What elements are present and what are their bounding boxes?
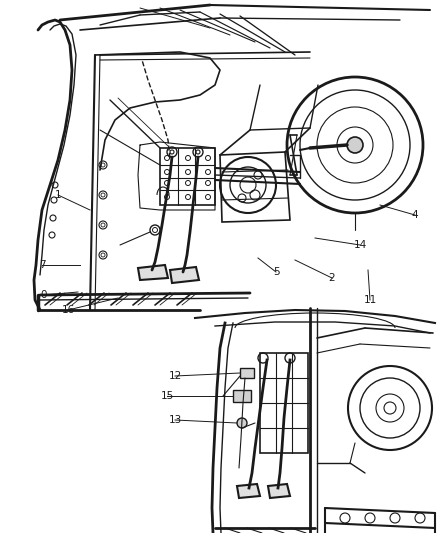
Text: 2: 2 (328, 273, 336, 283)
Text: 14: 14 (353, 240, 367, 250)
Text: 16: 16 (61, 305, 74, 315)
Polygon shape (237, 484, 260, 498)
Text: 13: 13 (168, 415, 182, 425)
Polygon shape (233, 390, 251, 402)
Circle shape (237, 418, 247, 428)
Text: 1: 1 (55, 190, 61, 200)
Polygon shape (170, 267, 199, 283)
Text: 12: 12 (168, 371, 182, 381)
Text: 15: 15 (160, 391, 173, 401)
Text: 5: 5 (273, 267, 279, 277)
Polygon shape (268, 484, 290, 498)
Text: 7: 7 (39, 260, 45, 270)
Polygon shape (240, 368, 254, 378)
Text: 4: 4 (412, 210, 418, 220)
Circle shape (347, 137, 363, 153)
Polygon shape (138, 265, 168, 280)
Text: 11: 11 (364, 295, 377, 305)
Text: 0: 0 (41, 290, 47, 300)
